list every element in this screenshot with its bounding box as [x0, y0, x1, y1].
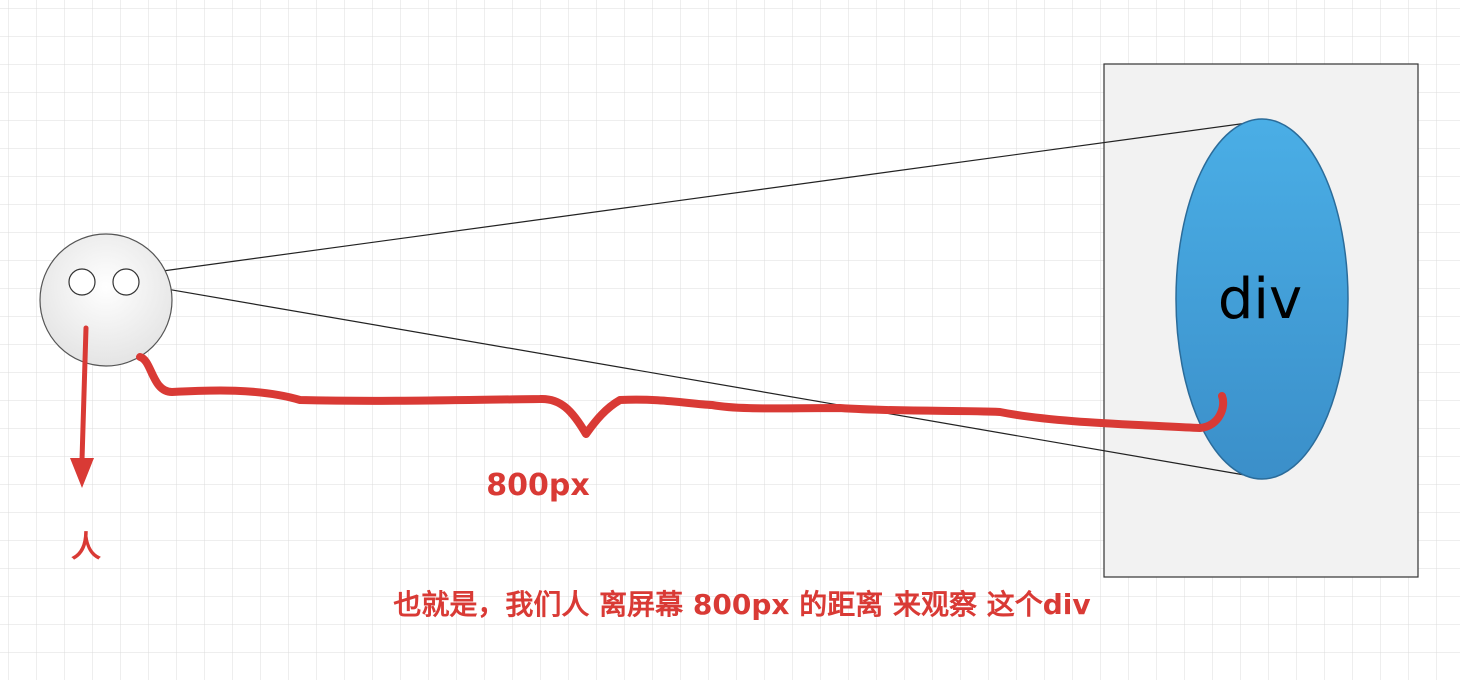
right-eye: [112, 268, 140, 296]
distance-label: 800px: [486, 468, 589, 503]
person-arrow-head: [70, 458, 94, 488]
left-eye: [68, 268, 96, 296]
sight-line-top: [81, 120, 1263, 283]
person-arrow-shaft: [79, 325, 89, 463]
div-label: div: [1218, 267, 1302, 332]
distance-line: [136, 353, 1228, 438]
sight-line-bottom: [125, 281, 1263, 479]
caption-text: 也就是，我们人 离屏幕 800px 的距离 来观察 这个div: [393, 588, 1090, 621]
person-label: 人: [71, 530, 101, 565]
div-ellipse: [1175, 118, 1349, 480]
person-head: [39, 233, 173, 367]
